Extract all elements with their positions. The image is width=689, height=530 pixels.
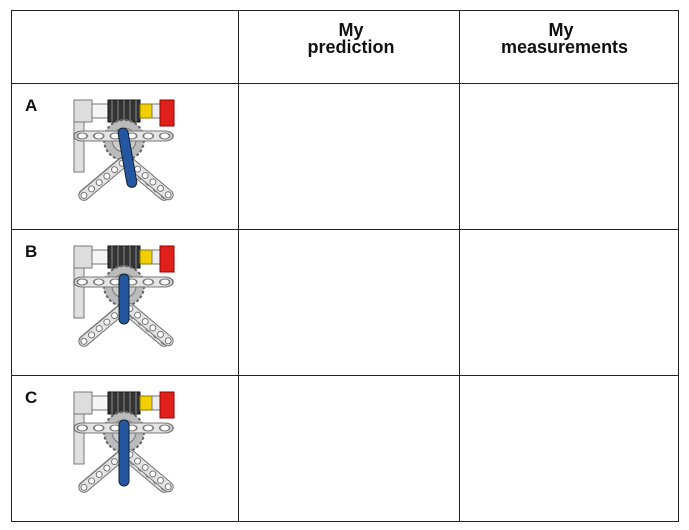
border	[11, 10, 679, 11]
border	[11, 375, 679, 376]
border	[11, 521, 679, 522]
column-header: My measurements	[501, 20, 629, 57]
table: My prediction My measurements A B C	[11, 10, 679, 522]
column-header: My prediction	[307, 20, 395, 57]
row-label: A	[25, 96, 38, 115]
lego-mechanism	[72, 98, 182, 208]
lego-mechanism	[72, 390, 182, 500]
border	[11, 10, 12, 522]
border	[238, 10, 239, 522]
border	[459, 10, 460, 522]
border	[11, 83, 679, 84]
border	[11, 229, 679, 230]
lego-mechanism	[72, 244, 182, 354]
row-label: C	[25, 388, 38, 407]
row-label: B	[25, 242, 38, 261]
border	[678, 10, 679, 522]
